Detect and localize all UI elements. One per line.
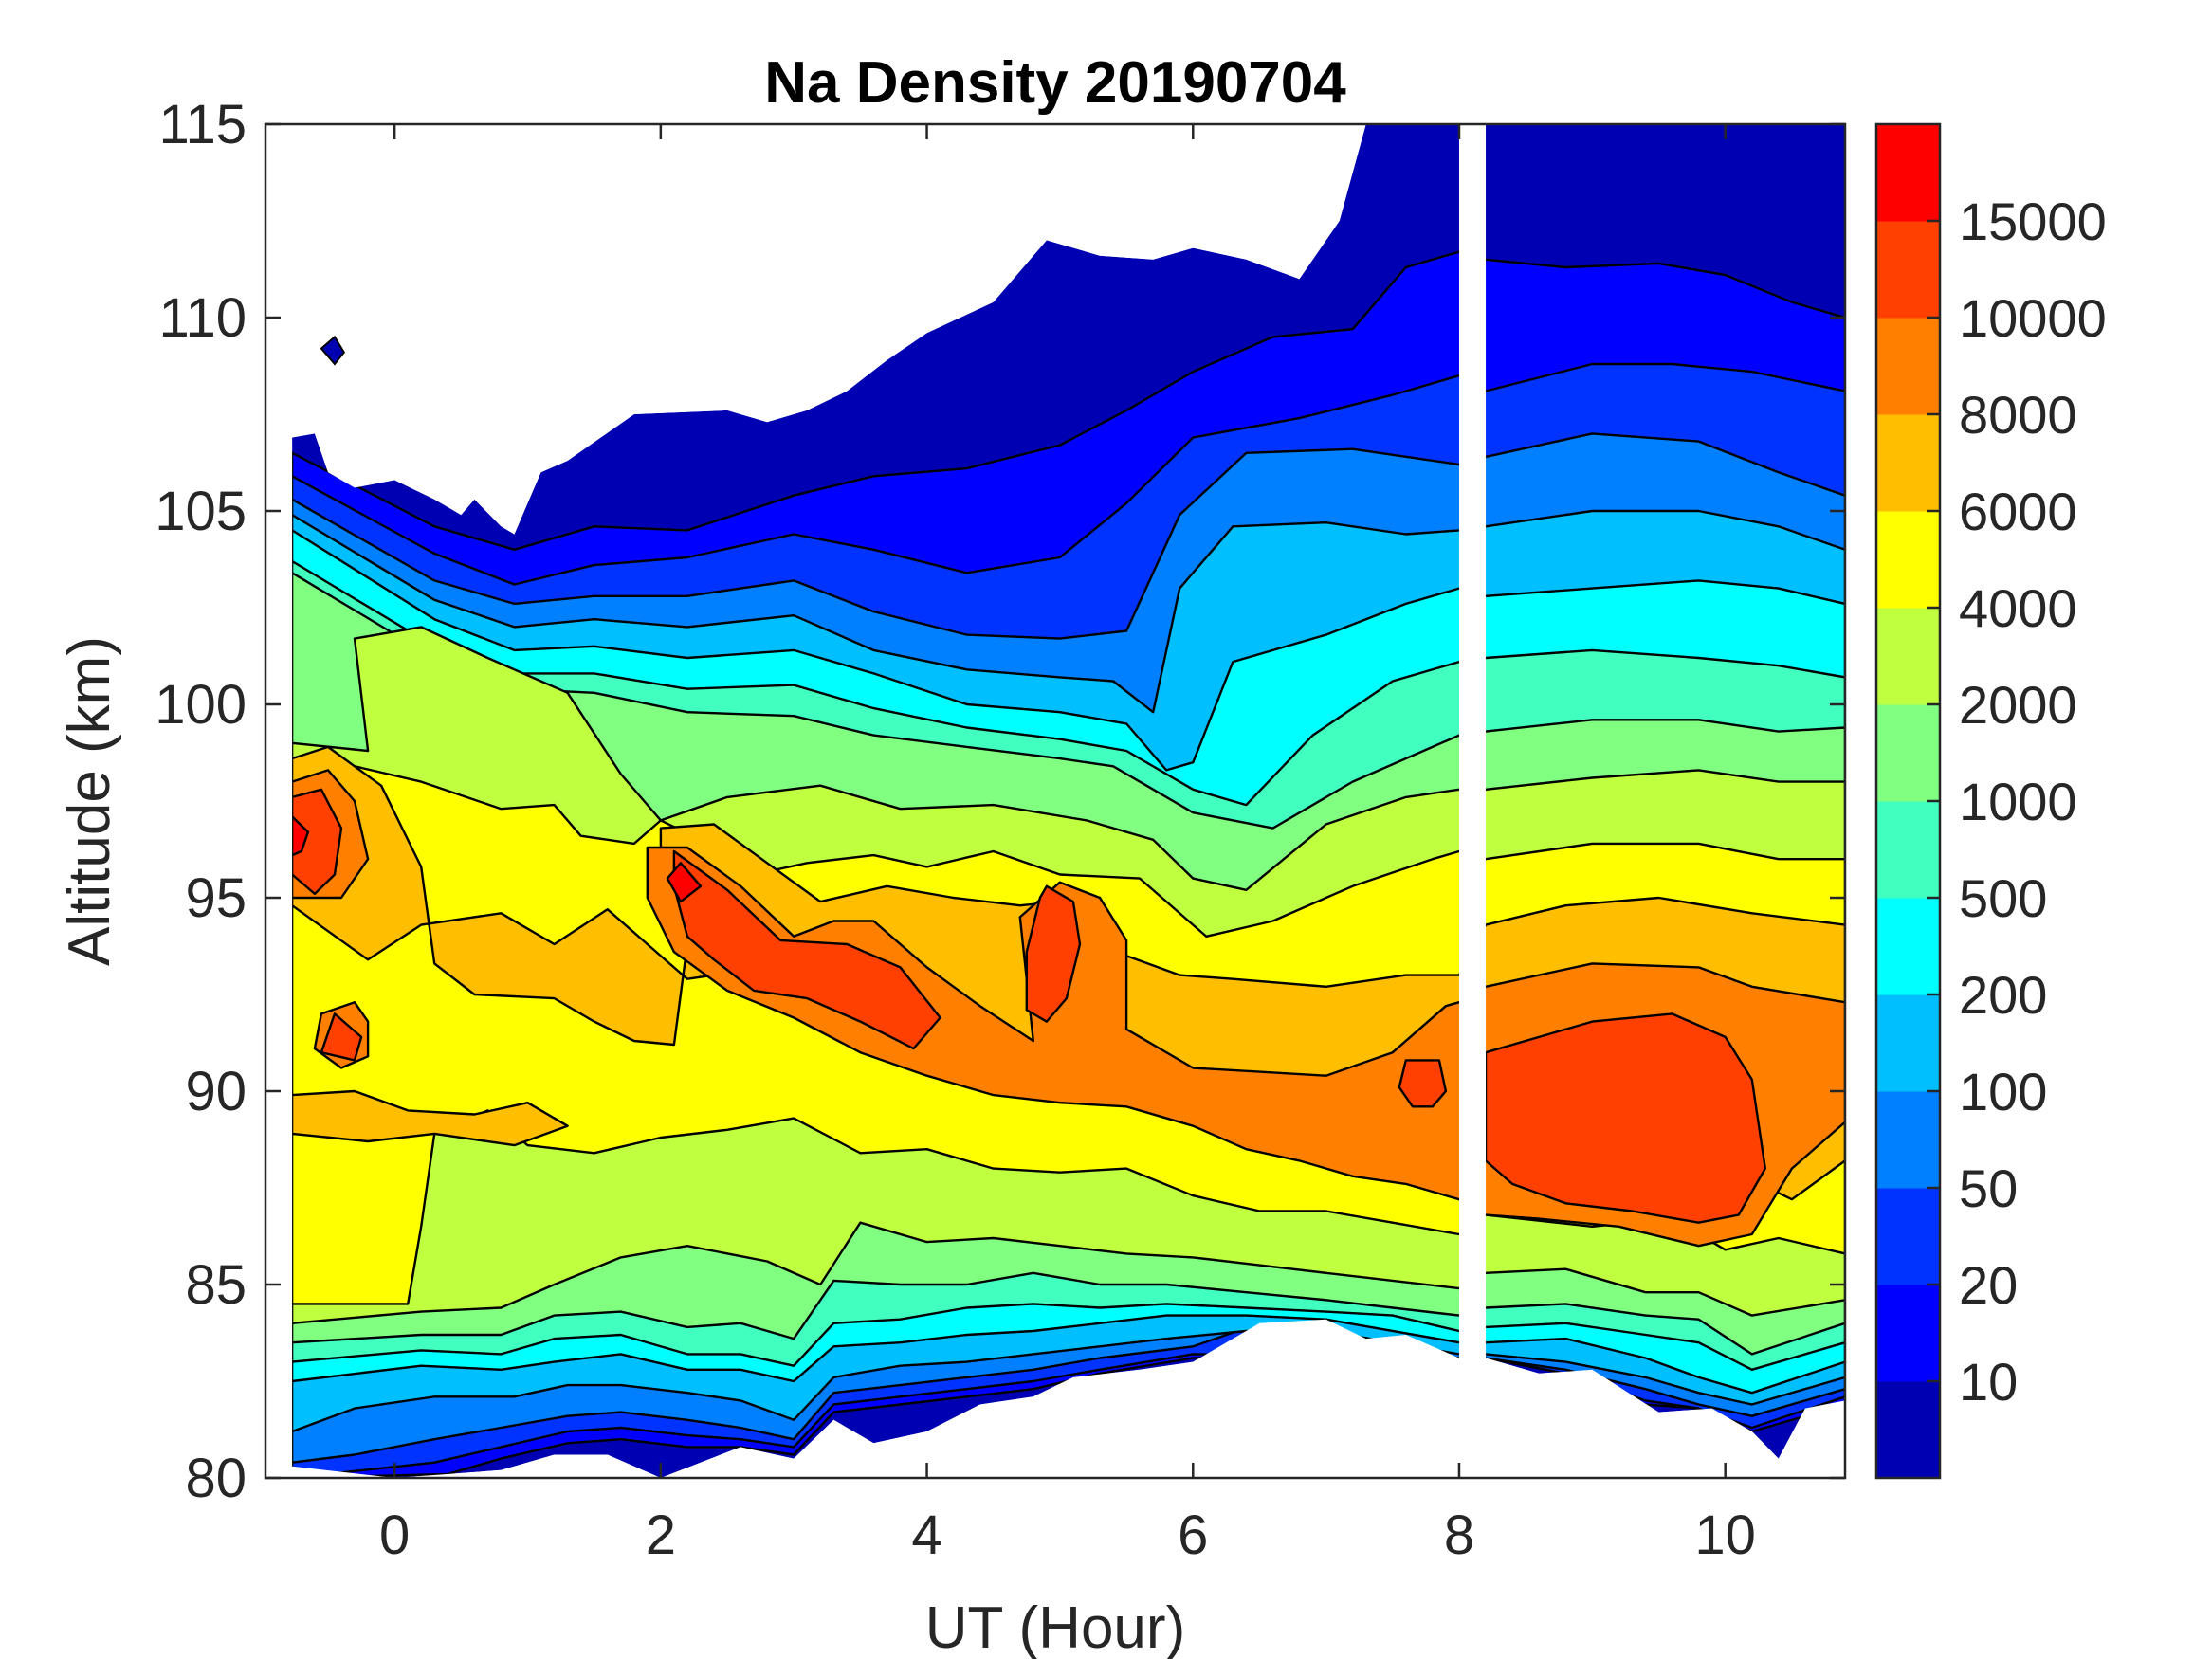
colorbar-tick-label: 200: [1959, 965, 2047, 1025]
no-data-top: [265, 124, 1845, 535]
colorbar-tick-label: 50: [1959, 1158, 2018, 1218]
contour-core-6000-1: [290, 1089, 569, 1147]
colorbar-bin-13: [1876, 124, 1940, 222]
x-tick-label: 2: [646, 1504, 676, 1566]
x-tick-label: 10: [1694, 1504, 1756, 1566]
colorbar-tick-label: 500: [1959, 868, 2047, 928]
contour-core-10000-0: [290, 788, 343, 896]
colorbar-bin-3: [1876, 1091, 1940, 1189]
contour-core-10000-5: [1484, 1012, 1767, 1224]
x-axis: 0 2 4 6 8 10: [379, 124, 1756, 1566]
y-tick-label: 85: [185, 1254, 247, 1316]
contour-core-10000-1: [320, 1012, 363, 1062]
colorbar-tick-label: 6000: [1959, 482, 2077, 541]
contour-core-15000-1: [666, 862, 703, 903]
colorbar-tick-label: 10: [1959, 1352, 2018, 1412]
y-tick-label: 95: [185, 867, 247, 929]
colorbar-bin-12: [1876, 221, 1940, 319]
y-tick-label: 80: [185, 1448, 247, 1509]
colorbar-tick-label: 4000: [1959, 578, 2077, 638]
colorbar-bin-9: [1876, 511, 1940, 609]
contour-core-10000-2: [672, 849, 941, 1050]
colorbar-bin-10: [1876, 414, 1940, 512]
no-data-left: [265, 124, 293, 1478]
colorbar-bin-4: [1876, 994, 1940, 1092]
x-tick-label: 4: [911, 1504, 941, 1566]
colorbar-bin-0: [1876, 1381, 1940, 1479]
colorbar-tick-label: 10000: [1959, 288, 2107, 348]
colorbar-bin-2: [1876, 1188, 1940, 1285]
axes-frame: [264, 122, 1847, 1480]
colorbar-tick-label: 2000: [1959, 675, 2077, 735]
y-axis-label: Altitude (km): [57, 636, 122, 966]
colorbar: 10 20 50 100 200 500 1000 2000 4000 6000 8000 10000…: [1874, 122, 2107, 1480]
colorbar-tick-label: 20: [1959, 1255, 2018, 1315]
x-tick-label: 8: [1444, 1504, 1474, 1566]
colorbar-tick-label: 100: [1959, 1062, 2047, 1121]
x-tick-label: 0: [379, 1504, 410, 1566]
colorbar-tick-label: 1000: [1959, 772, 2077, 831]
y-tick-label: 115: [159, 94, 247, 155]
y-tick-label: 90: [185, 1061, 247, 1122]
colorbar-bin-1: [1876, 1285, 1940, 1382]
chart-title: Na Density 20190704: [764, 50, 1346, 116]
data-gap: [1458, 124, 1487, 1478]
y-tick-label: 110: [159, 287, 247, 349]
colorbar-bin-6: [1876, 801, 1940, 899]
x-tick-label: 6: [1178, 1504, 1208, 1566]
isolated-patch: [320, 335, 346, 366]
colorbar-bin-7: [1876, 704, 1940, 802]
contour-core-10000-3: [1025, 884, 1082, 1023]
y-axis: 80 85 90 95 100 105 110 115: [155, 94, 1845, 1509]
colorbar-tick-label: 8000: [1959, 385, 2077, 445]
x-axis-label: UT (Hour): [925, 1595, 1185, 1659]
plot-area: [265, 124, 1845, 1478]
colorbar-tick-label: 15000: [1959, 191, 2107, 251]
colorbar-bin-8: [1876, 608, 1940, 705]
y-tick-label: 100: [155, 674, 247, 736]
colorbar-bin-5: [1876, 898, 1940, 995]
y-tick-label: 105: [155, 481, 247, 542]
no-data-bottom: [265, 1319, 1845, 1478]
contour-core-10000-4: [1398, 1059, 1448, 1108]
contour-core-15000-0: [290, 815, 310, 857]
colorbar-bin-11: [1876, 318, 1940, 415]
